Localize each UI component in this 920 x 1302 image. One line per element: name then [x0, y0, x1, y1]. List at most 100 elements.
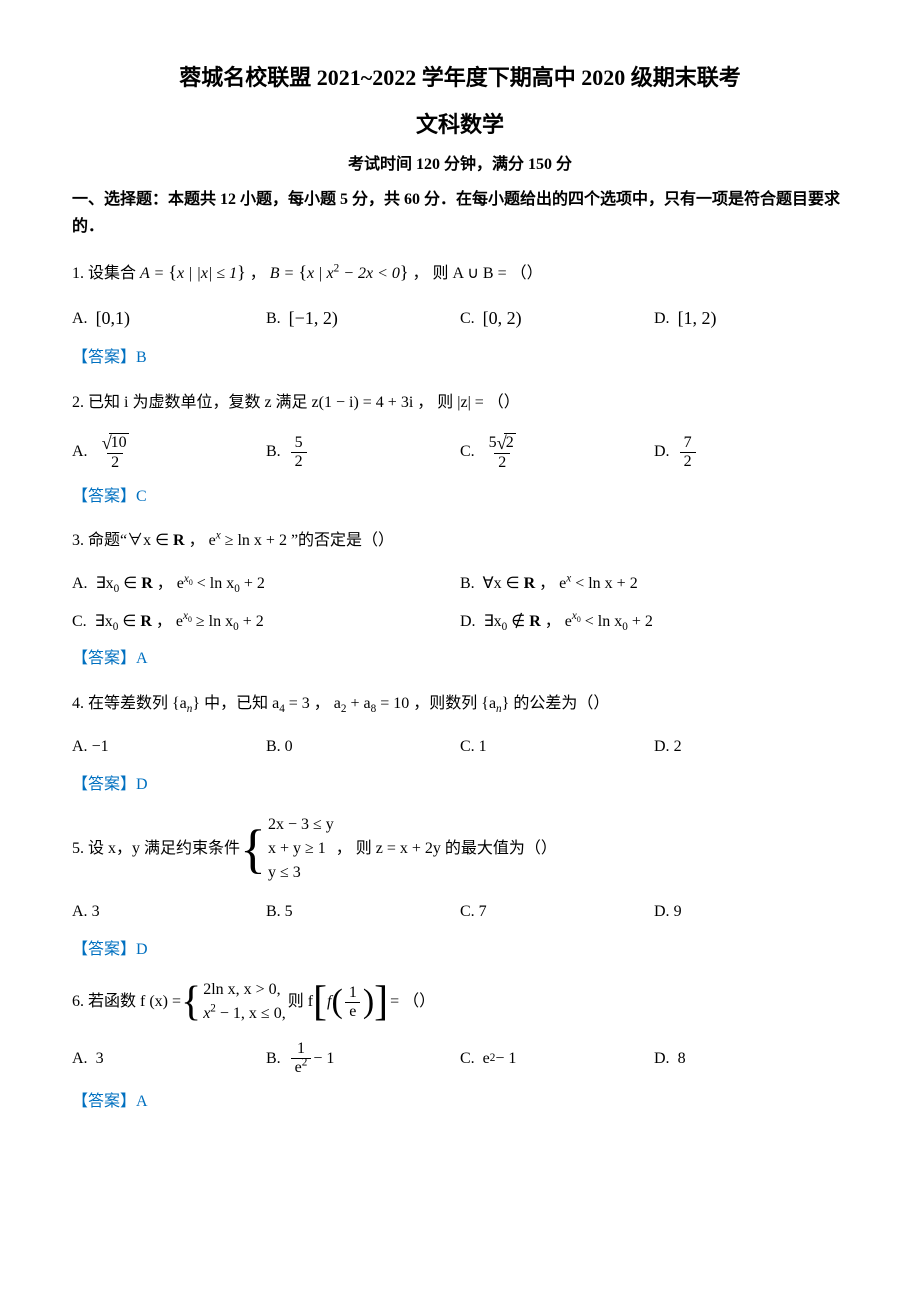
case-line: x + y ≥ 1	[268, 837, 334, 861]
t: + a	[347, 695, 371, 712]
page-subtitle: 文科数学	[72, 107, 848, 142]
q4-num: 4.	[72, 695, 84, 712]
q4-opt-d: D. 2	[654, 734, 848, 760]
t: 2	[302, 1057, 308, 1069]
question-5: 5. 设 x，y 满足约束条件 { 2x − 3 ≤ y x + y ≥ 1 y…	[72, 813, 848, 962]
question-3: 3. 命题“∀x ∈ R ， ex ≥ ln x + 2 ”的否定是（） A. …	[72, 525, 848, 672]
q1-answer: 【答案】B	[72, 345, 848, 371]
q3-stem: 3. 命题“∀x ∈ R ， ex ≥ ln x + 2 ”的否定是（）	[72, 525, 848, 557]
t: ， e	[152, 613, 183, 630]
opt-label: B.	[266, 1046, 281, 1072]
opt-label: A.	[72, 734, 88, 760]
set-R: R	[141, 575, 153, 592]
denominator: e2	[291, 1058, 312, 1077]
t: x0	[184, 573, 193, 585]
sqrt-body: 10	[109, 433, 129, 452]
denominator: 2	[680, 452, 696, 471]
q1-B-lhs: B =	[270, 265, 299, 282]
q1-between: ，	[250, 265, 270, 282]
opt-val: [−1, 2)	[289, 304, 338, 333]
question-6: 6. 若函数 f (x) = { 2ln x, x > 0, x2 − 1, x…	[72, 978, 848, 1114]
q2-opt-a: A. √10 2	[72, 433, 266, 472]
set-R: R	[140, 613, 152, 630]
opt-label: C.	[460, 306, 475, 332]
q3-answer: 【答案】A	[72, 646, 848, 672]
opt-label: B.	[266, 439, 281, 465]
opt-label: C.	[460, 899, 475, 925]
q4-opt-a: A. −1	[72, 734, 266, 760]
set-R: R	[524, 575, 536, 592]
question-4: 4. 在等差数列 {an} 中，已知 a4 = 3 ， a2 + a8 = 10…	[72, 688, 848, 797]
t: } 中，已知 a	[192, 695, 279, 712]
t: x0	[183, 610, 192, 622]
close-brace: }	[400, 262, 409, 282]
q5-opt-d: D. 9	[654, 899, 848, 925]
q1-A-lhs: A =	[140, 265, 168, 282]
q2-opt-c: C. 5√2 2	[460, 433, 654, 472]
t: − 1, x ≤ 0,	[216, 1005, 286, 1022]
q5-options: A. 3 B. 5 C. 7 D. 9	[72, 899, 848, 925]
opt-body: ∃x0 ∈ R ， ex0 < ln x0 + 2	[96, 571, 265, 597]
t: < ln x	[193, 575, 234, 592]
set-R: R	[173, 532, 185, 549]
question-1: 1. 设集合 A = {x | |x| ≤ 1} ， B = {x | x2 −…	[72, 254, 848, 370]
denominator: 2	[107, 453, 123, 472]
case-line: x2 − 1, x ≤ 0,	[203, 1002, 286, 1026]
t: ≥ ln x	[192, 613, 233, 630]
rparen-icon: )	[363, 985, 374, 1019]
q4-stem: 4. 在等差数列 {an} 中，已知 a4 = 3 ， a2 + a8 = 10…	[72, 688, 848, 720]
t: − 1	[313, 1046, 334, 1072]
opt-val: 0	[285, 734, 293, 760]
frac: 1 e2	[291, 1040, 312, 1076]
coef: 5	[489, 434, 497, 451]
q2-num: 2.	[72, 394, 84, 411]
t: ∈	[119, 575, 141, 592]
page-title: 蓉城名校联盟 2021~2022 学年度下期高中 2020 级期末联考	[72, 60, 848, 95]
q6-pre: 若函数 f (x) =	[88, 986, 181, 1018]
t: ∀x ∈	[483, 575, 524, 592]
q1-A-body: x | |x| ≤ 1	[177, 265, 237, 282]
t: + 2	[240, 575, 265, 592]
q5-opt-b: B. 5	[266, 899, 460, 925]
q5-pre: 设 x，y 满足约束条件	[88, 833, 240, 865]
q2-stem: 2. 已知 i 为虚数单位，复数 z 满足 z(1 − i) = 4 + 3i …	[72, 387, 848, 419]
q6-opt-d: D. 8	[654, 1046, 848, 1072]
exam-info: 考试时间 120 分钟，满分 150 分	[72, 152, 848, 178]
opt-val: 1	[479, 734, 487, 760]
opt-label: C.	[460, 439, 475, 465]
denominator: 2	[494, 453, 510, 472]
t: ∃x	[95, 613, 113, 630]
numerator: 7	[680, 434, 696, 452]
numerator: 1	[345, 984, 361, 1002]
opt-label: B.	[266, 734, 281, 760]
q3-num: 3.	[72, 532, 84, 549]
inner-paren: ( 1 e )	[332, 984, 375, 1020]
opt-label: A.	[72, 899, 88, 925]
opt-body: ∃x0 ∉ R ， ex0 < ln x0 + 2	[484, 609, 653, 635]
opt-val: 2	[674, 734, 682, 760]
t: ∃x	[96, 575, 114, 592]
case-lines: 2x − 3 ≤ y x + y ≥ 1 y ≤ 3	[268, 813, 334, 885]
lparen-icon: (	[332, 985, 343, 1019]
opt-val: 9	[674, 899, 682, 925]
q6-opt-c: C. e2 − 1	[460, 1046, 654, 1072]
t: e	[295, 1059, 302, 1076]
case-line: 2ln x, x > 0,	[203, 978, 286, 1002]
case-line: y ≤ 3	[268, 861, 334, 885]
q3-opt-d: D. ∃x0 ∉ R ， ex0 < ln x0 + 2	[460, 609, 848, 635]
opt-label: D.	[654, 734, 670, 760]
q1-pre: 设集合	[88, 265, 140, 282]
q3-options-row1: A. ∃x0 ∈ R ， ex0 < ln x0 + 2 B. ∀x ∈ R ，…	[72, 571, 848, 597]
q6-stem: 6. 若函数 f (x) = { 2ln x, x > 0, x2 − 1, x…	[72, 978, 848, 1026]
q2-text: 已知 i 为虚数单位，复数 z 满足 z(1 − i) = 4 + 3i ， 则…	[88, 394, 520, 411]
denominator: 2	[291, 452, 307, 471]
numerator: √10	[98, 433, 133, 453]
t: = 3 ， a	[285, 695, 341, 712]
opt-label: D.	[654, 1046, 670, 1072]
q3-pre: 命题“∀x ∈	[88, 532, 173, 549]
opt-body: ∀x ∈ R ， ex < ln x + 2	[483, 571, 638, 597]
opt-label: C.	[72, 609, 87, 635]
opt-val: [0, 2)	[483, 304, 522, 333]
opt-label: D.	[460, 609, 476, 635]
brace-icon: {	[240, 822, 266, 876]
